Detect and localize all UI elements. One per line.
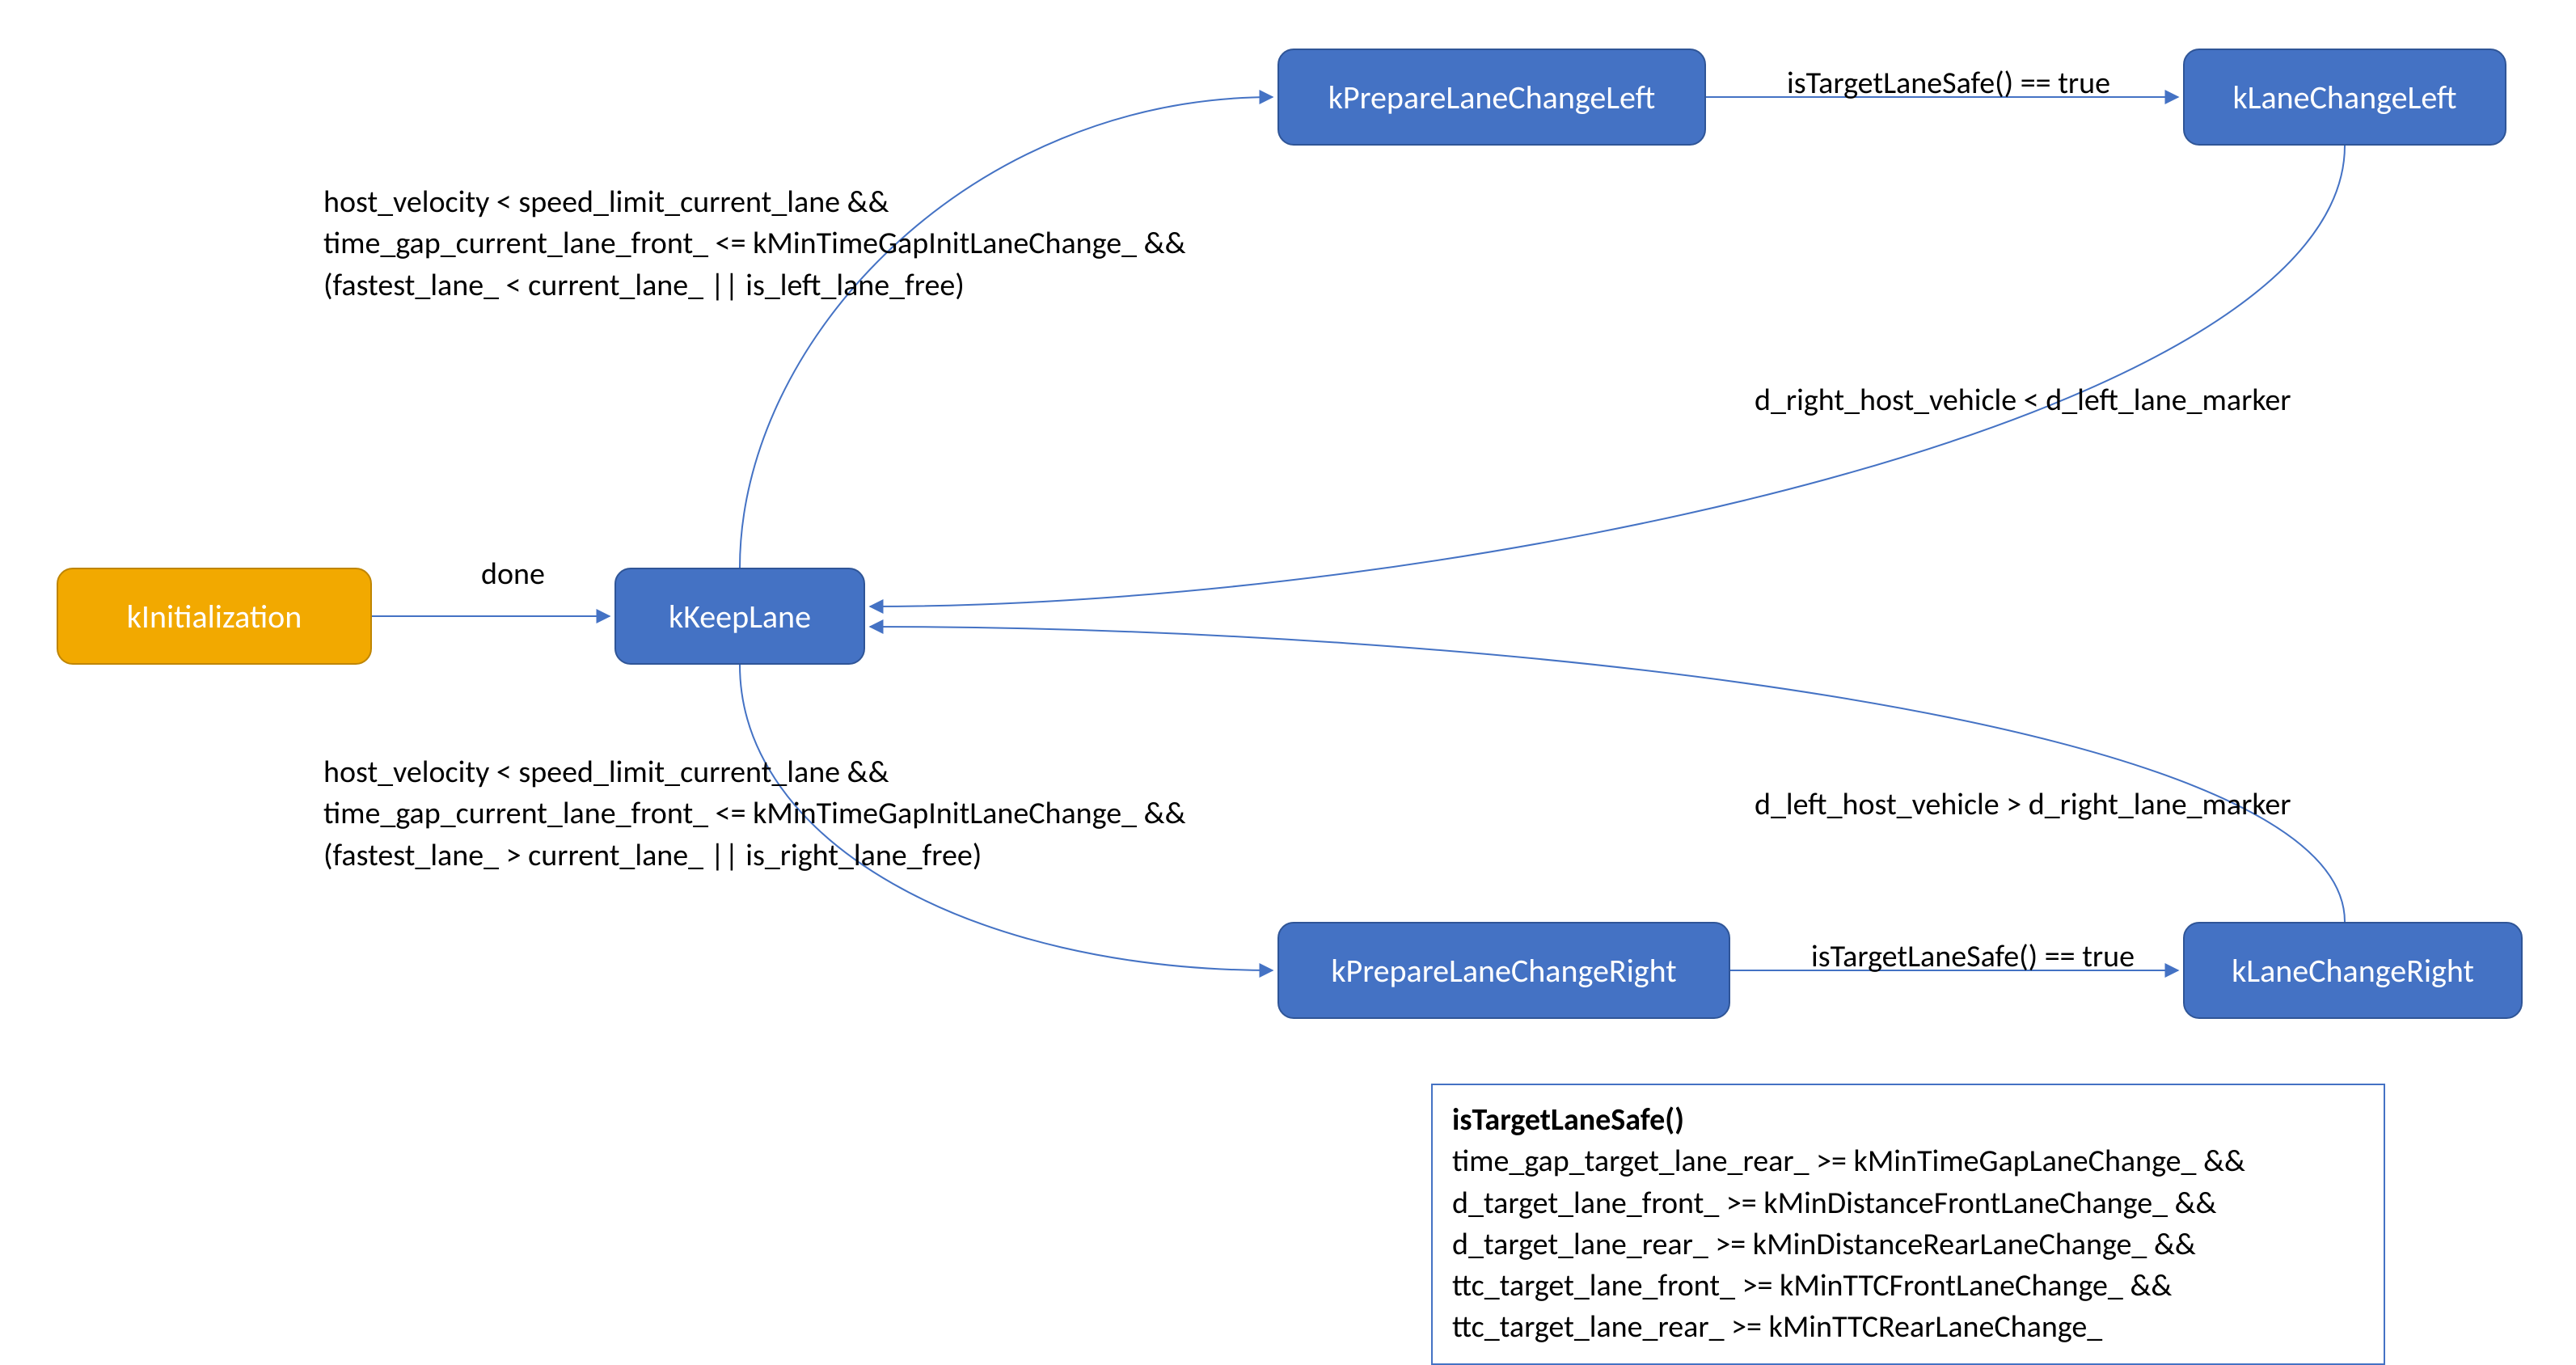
node-label: kKeepLane	[669, 597, 811, 636]
edge-label-chgL-to-keep: d_right_host_vehicle < d_left_lane_marke…	[1755, 380, 2291, 421]
legend-title: isTargetLaneSafe()	[1452, 1100, 2364, 1141]
edge-label-prepR-to-chgR: isTargetLaneSafe() == true	[1811, 936, 2135, 978]
edge-label-keep-to-prepR: host_velocity < speed_limit_current_lane…	[323, 752, 1186, 877]
node-label: kLaneChangeLeft	[2233, 78, 2457, 117]
node-label: kPrepareLaneChangeLeft	[1328, 78, 1655, 117]
edge-label-chgR-to-keep: d_left_host_vehicle > d_right_lane_marke…	[1755, 784, 2291, 826]
legend-box: isTargetLaneSafe() time_gap_target_lane_…	[1431, 1084, 2385, 1365]
node-lane-change-right: kLaneChangeRight	[2183, 922, 2523, 1019]
node-lane-change-left: kLaneChangeLeft	[2183, 49, 2506, 146]
node-prepare-lane-change-left: kPrepareLaneChangeLeft	[1277, 49, 1706, 146]
node-label: kLaneChangeRight	[2232, 951, 2474, 991]
edge-label-prepL-to-chgL: isTargetLaneSafe() == true	[1787, 63, 2110, 104]
node-initialization: kInitialization	[57, 568, 372, 665]
node-label: kInitialization	[127, 597, 302, 636]
edge-label-done: done	[481, 554, 545, 595]
node-label: kPrepareLaneChangeRight	[1331, 951, 1676, 991]
edge-keep-prepL	[740, 97, 1273, 568]
node-keep-lane: kKeepLane	[614, 568, 865, 665]
legend-body: time_gap_target_lane_rear_ >= kMinTimeGa…	[1452, 1141, 2364, 1348]
edge-label-keep-to-prepL: host_velocity < speed_limit_current_lane…	[323, 182, 1186, 306]
node-prepare-lane-change-right: kPrepareLaneChangeRight	[1277, 922, 1730, 1019]
